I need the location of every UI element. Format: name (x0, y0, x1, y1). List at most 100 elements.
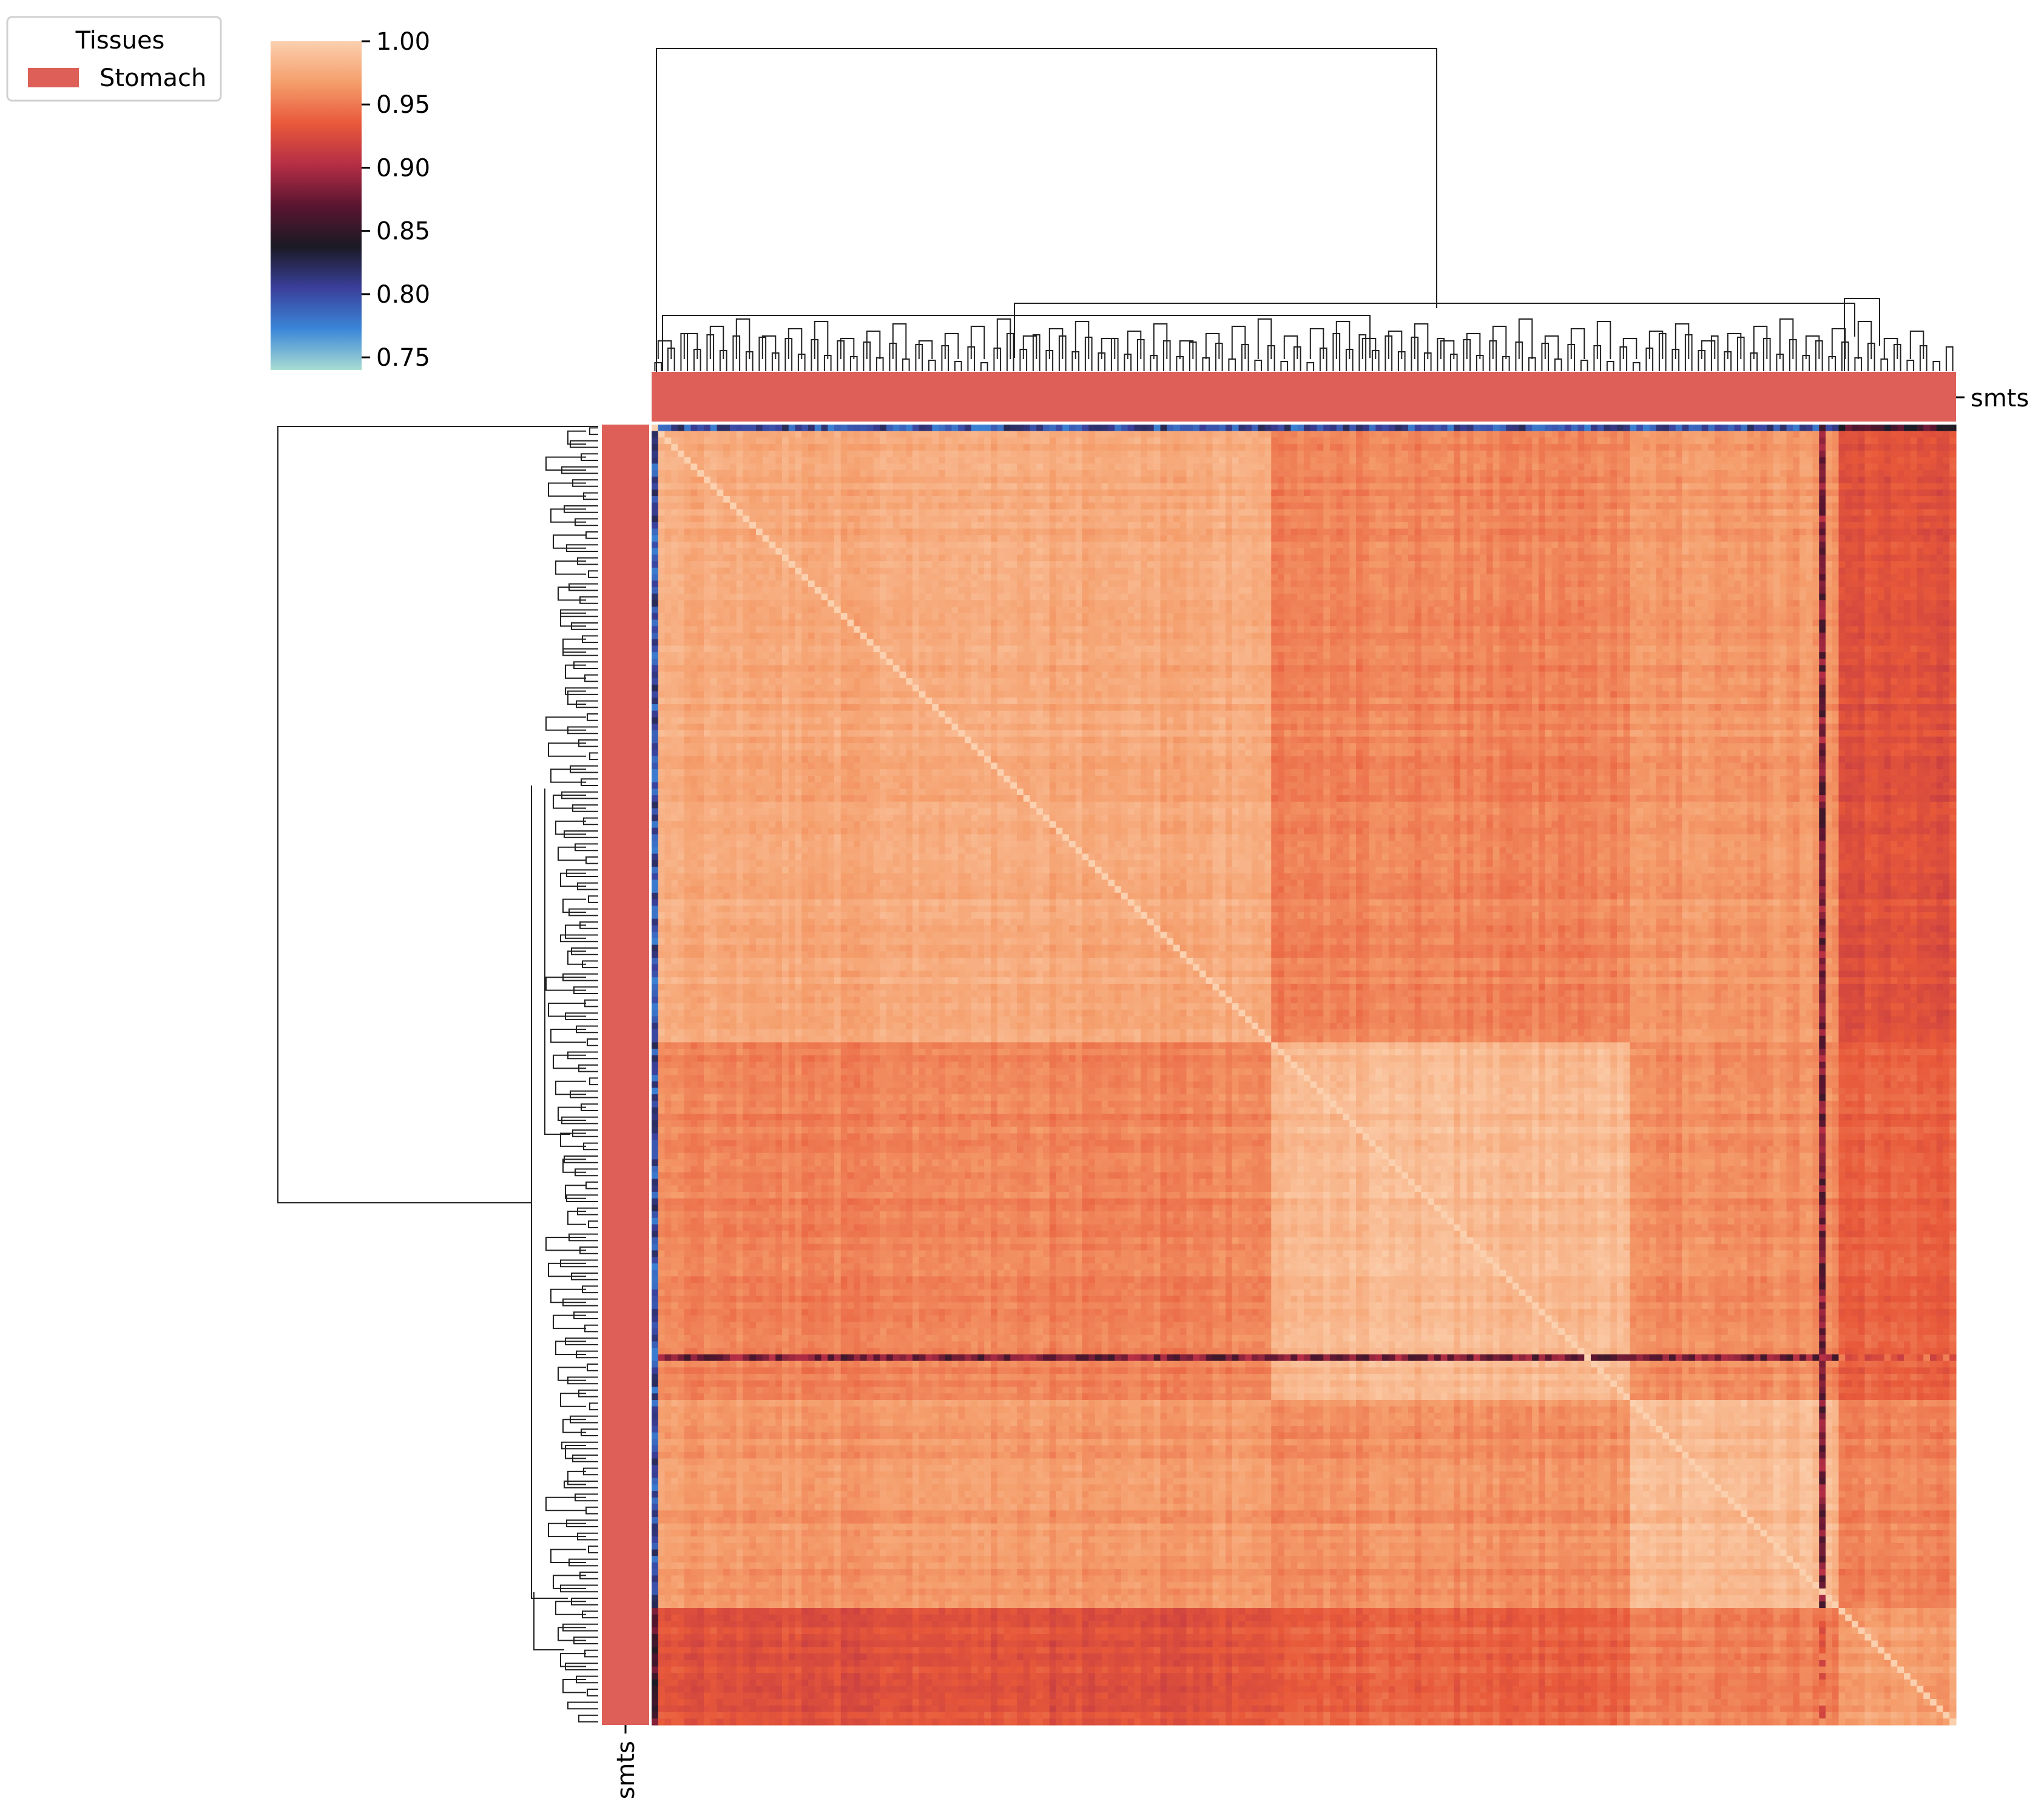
heatmap-cell (821, 535, 828, 542)
heatmap-cell (1252, 561, 1259, 568)
heatmap-cell (925, 561, 933, 568)
heatmap-cell (821, 574, 828, 581)
heatmap-cell (697, 483, 704, 490)
heatmap-cell (814, 489, 822, 497)
heatmap-cell (1317, 554, 1324, 562)
heatmap-cell (919, 561, 926, 568)
heatmap-cell (1115, 470, 1122, 477)
heatmap-cell (1356, 567, 1363, 575)
heatmap-cell (1630, 463, 1637, 471)
heatmap-cell (795, 476, 802, 484)
heatmap-cell (788, 502, 796, 509)
heatmap-cell (1362, 470, 1370, 477)
heatmap-cell (1095, 470, 1102, 477)
heatmap-cell (1513, 457, 1520, 464)
heatmap-cell (880, 444, 887, 451)
col-dendro-link (1283, 335, 1298, 359)
heatmap-cell (1108, 548, 1115, 555)
heatmap-cell (652, 470, 659, 477)
heatmap-cell (1447, 554, 1454, 562)
heatmap-cell (1930, 548, 1937, 555)
heatmap-cell (1212, 437, 1219, 445)
heatmap-cell (1480, 567, 1487, 575)
heatmap-cell (1682, 450, 1689, 458)
heatmap-cell (1930, 470, 1937, 477)
heatmap-cell (1304, 522, 1311, 530)
heatmap-cell (1727, 463, 1735, 471)
heatmap-cell (1878, 483, 1885, 490)
heatmap-cell (1421, 437, 1428, 445)
heatmap-cell (1023, 502, 1031, 509)
col-dendro-link (1335, 321, 1351, 359)
heatmap-cell (1695, 496, 1702, 503)
heatmap-cell (788, 437, 796, 445)
heatmap-cell (1806, 437, 1813, 445)
heatmap-cell (1121, 476, 1128, 484)
heatmap-cell (788, 444, 796, 451)
heatmap-cell (1343, 476, 1350, 484)
heatmap-cell (704, 509, 711, 516)
heatmap-cell (939, 431, 946, 439)
heatmap-cell (1604, 444, 1611, 451)
heatmap-cell (1779, 476, 1787, 484)
heatmap-cell (1708, 476, 1715, 484)
heatmap-cell (678, 444, 685, 451)
heatmap-cell (1545, 476, 1553, 484)
heatmap-cell (1141, 528, 1148, 536)
heatmap-cell (1930, 502, 1937, 509)
heatmap-cell (1826, 516, 1833, 523)
heatmap-cell (1023, 541, 1031, 549)
heatmap-cell (1023, 516, 1031, 523)
heatmap-cell (1649, 463, 1657, 471)
heatmap-cell (1069, 535, 1076, 542)
heatmap-cell (1186, 476, 1193, 484)
heatmap-cell (1167, 476, 1174, 484)
heatmap-cell (1786, 496, 1793, 503)
heatmap-cell (1662, 541, 1670, 549)
heatmap-cell (886, 470, 894, 477)
heatmap-cell (1539, 437, 1546, 445)
heatmap-cell (769, 516, 776, 523)
heatmap-cell (1069, 516, 1076, 523)
heatmap-cell (1753, 554, 1761, 562)
heatmap-cell (736, 425, 744, 432)
heatmap-cell (1936, 444, 1944, 451)
heatmap-cell (1362, 528, 1370, 536)
heatmap-cell (906, 437, 913, 445)
heatmap-cell (736, 470, 744, 477)
heatmap-cell (756, 457, 763, 464)
heatmap-cell (1747, 522, 1755, 530)
heatmap-cell (958, 502, 965, 509)
heatmap-cell (1043, 437, 1050, 445)
heatmap-cell (932, 522, 939, 530)
heatmap-cell (795, 509, 802, 516)
heatmap-cell (984, 509, 991, 516)
heatmap-cell (840, 567, 848, 575)
heatmap-cell (1127, 489, 1135, 497)
heatmap-cell (782, 554, 789, 562)
heatmap-cell (1082, 463, 1089, 471)
heatmap-cell (984, 489, 991, 497)
heatmap-cell (1199, 476, 1207, 484)
heatmap-cell (1891, 489, 1898, 497)
heatmap-cell (1525, 457, 1533, 464)
heatmap-cell (1193, 425, 1200, 432)
heatmap-cell (1127, 509, 1135, 516)
heatmap-cell (1741, 437, 1748, 445)
heatmap-cell (1062, 437, 1070, 445)
heatmap-cell (1499, 431, 1506, 439)
heatmap-cell (1264, 516, 1272, 523)
heatmap-cell (1852, 425, 1859, 432)
heatmap-cell (1591, 528, 1598, 536)
heatmap-cell (1708, 554, 1715, 562)
heatmap-cell (1591, 516, 1598, 523)
heatmap-cell (977, 470, 985, 477)
col-dendro-link (892, 323, 907, 359)
heatmap-cell (1232, 483, 1240, 490)
heatmap-cell (664, 489, 672, 497)
heatmap-cell (704, 444, 711, 451)
heatmap-cell (1832, 516, 1840, 523)
heatmap-cell (1232, 548, 1240, 555)
heatmap-cell (919, 457, 926, 464)
heatmap-cell (1871, 489, 1878, 497)
